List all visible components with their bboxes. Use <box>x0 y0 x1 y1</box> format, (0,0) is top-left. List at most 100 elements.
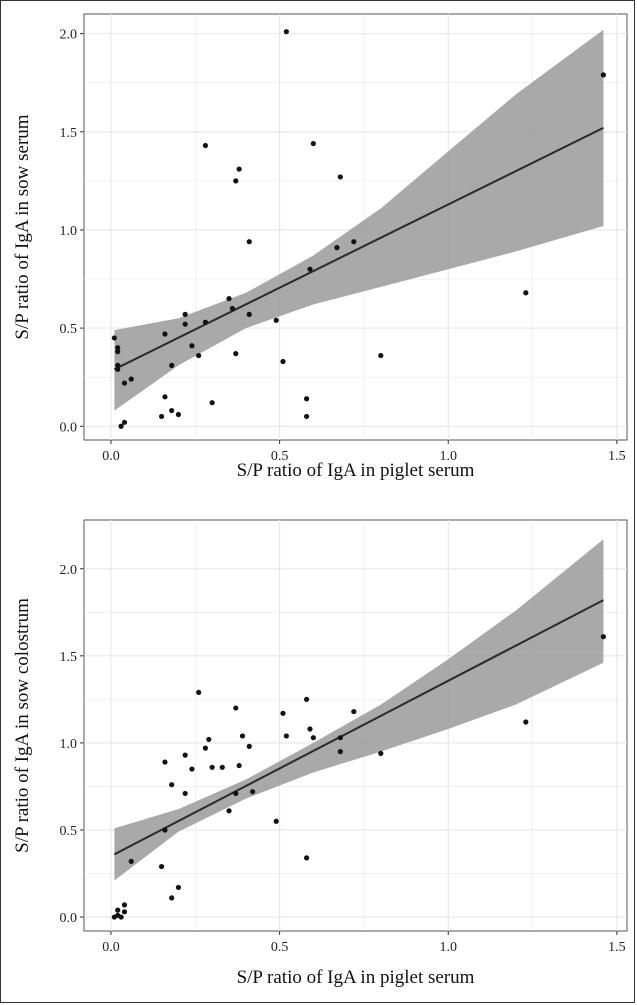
data-point <box>169 407 175 414</box>
data-points <box>111 634 606 920</box>
y-tick-label: 2.0 <box>60 28 78 43</box>
data-point <box>307 726 313 732</box>
data-point <box>128 376 134 382</box>
confidence-band <box>114 29 604 411</box>
data-point <box>162 827 168 833</box>
data-points <box>111 29 606 429</box>
data-point <box>310 140 316 147</box>
data-point <box>189 766 195 772</box>
data-point <box>273 818 279 824</box>
data-point <box>169 895 175 901</box>
data-point <box>121 419 128 425</box>
x-tick-label: 1.5 <box>608 940 626 955</box>
data-point <box>189 343 195 349</box>
y-tick-label: 1.0 <box>60 224 78 239</box>
data-point <box>334 245 340 251</box>
data-point <box>182 311 188 317</box>
data-point <box>246 239 252 245</box>
y-tick-label: 2.0 <box>60 563 78 578</box>
data-point <box>226 808 232 814</box>
data-point <box>303 855 310 861</box>
x-tick-label: 0.0 <box>102 940 120 955</box>
data-point <box>351 708 357 715</box>
data-point <box>158 863 165 870</box>
data-point <box>182 321 188 327</box>
y-tick-label: 1.5 <box>60 126 78 141</box>
data-point <box>246 311 252 317</box>
data-point <box>600 72 606 78</box>
data-point <box>229 305 235 312</box>
data-point <box>523 719 529 725</box>
chart-sow-colostrum: 0.0 0.5 1.0 1.5 0.0 0.5 1.0 1.5 2.0 S/P ratio of … <box>12 519 628 988</box>
y-tick-label: 1.5 <box>60 650 78 665</box>
data-point <box>246 743 252 749</box>
data-point <box>158 413 165 420</box>
x-axis-label: S/P ratio of IgA in piglet serum <box>237 460 475 481</box>
data-point <box>303 696 310 702</box>
data-point <box>337 735 343 741</box>
x-tick-label: 0.5 <box>271 940 289 955</box>
data-point <box>307 266 313 272</box>
data-point <box>115 366 121 372</box>
data-point <box>115 349 121 355</box>
data-point <box>175 884 182 891</box>
y-tick-label: 0.5 <box>60 824 78 839</box>
data-point <box>115 907 121 913</box>
y-tick-label: 0.0 <box>60 420 78 435</box>
data-point <box>378 352 384 359</box>
chart-sow-serum: 0.0 0.5 1.0 1.5 0.0 0.5 1.0 1.5 2.0 S/P ratio of … <box>12 13 628 481</box>
data-point <box>351 239 357 245</box>
data-point <box>209 764 215 770</box>
data-point <box>128 858 134 864</box>
data-point <box>111 335 117 341</box>
data-point <box>202 142 209 149</box>
data-point <box>118 914 124 920</box>
data-point <box>162 394 168 400</box>
data-point <box>169 782 175 788</box>
data-point <box>182 752 188 758</box>
data-point <box>280 358 286 365</box>
data-point <box>162 331 168 337</box>
y-tick-label: 0.0 <box>60 911 78 926</box>
data-point <box>196 352 202 359</box>
y-axis-label: S/P ratio of IgA in sow colostrum <box>12 598 33 853</box>
data-point <box>280 710 286 716</box>
data-point <box>283 29 289 35</box>
data-point <box>175 411 182 418</box>
x-tick-label: 1.0 <box>439 449 457 464</box>
data-point <box>121 902 128 908</box>
data-point <box>337 749 343 755</box>
data-point <box>121 380 128 386</box>
y-tick-label: 0.5 <box>60 322 78 337</box>
data-point <box>378 750 384 756</box>
data-point <box>523 290 529 296</box>
y-tick-label: 1.0 <box>60 737 78 752</box>
data-point <box>233 790 239 797</box>
data-point <box>202 745 209 751</box>
data-point <box>226 296 232 302</box>
data-point <box>303 396 310 402</box>
data-point <box>310 735 316 741</box>
data-point <box>115 345 121 351</box>
data-point <box>206 736 212 743</box>
data-point <box>162 759 168 765</box>
x-tick-label: 0.5 <box>271 449 289 464</box>
data-point <box>202 319 209 325</box>
data-point <box>121 909 128 915</box>
data-point <box>169 362 175 369</box>
data-point <box>303 413 310 420</box>
x-tick-label: 1.0 <box>439 940 457 955</box>
x-axis-label: S/P ratio of IgA in piglet serum <box>237 967 475 988</box>
data-point <box>196 689 202 696</box>
data-point <box>118 423 124 429</box>
regression-line <box>113 126 604 371</box>
data-point <box>250 789 256 795</box>
data-point <box>283 733 289 739</box>
data-point <box>239 733 246 739</box>
data-point <box>236 762 242 769</box>
data-point <box>219 764 225 770</box>
data-point <box>600 634 606 640</box>
data-point <box>233 351 239 357</box>
data-point <box>233 178 239 184</box>
